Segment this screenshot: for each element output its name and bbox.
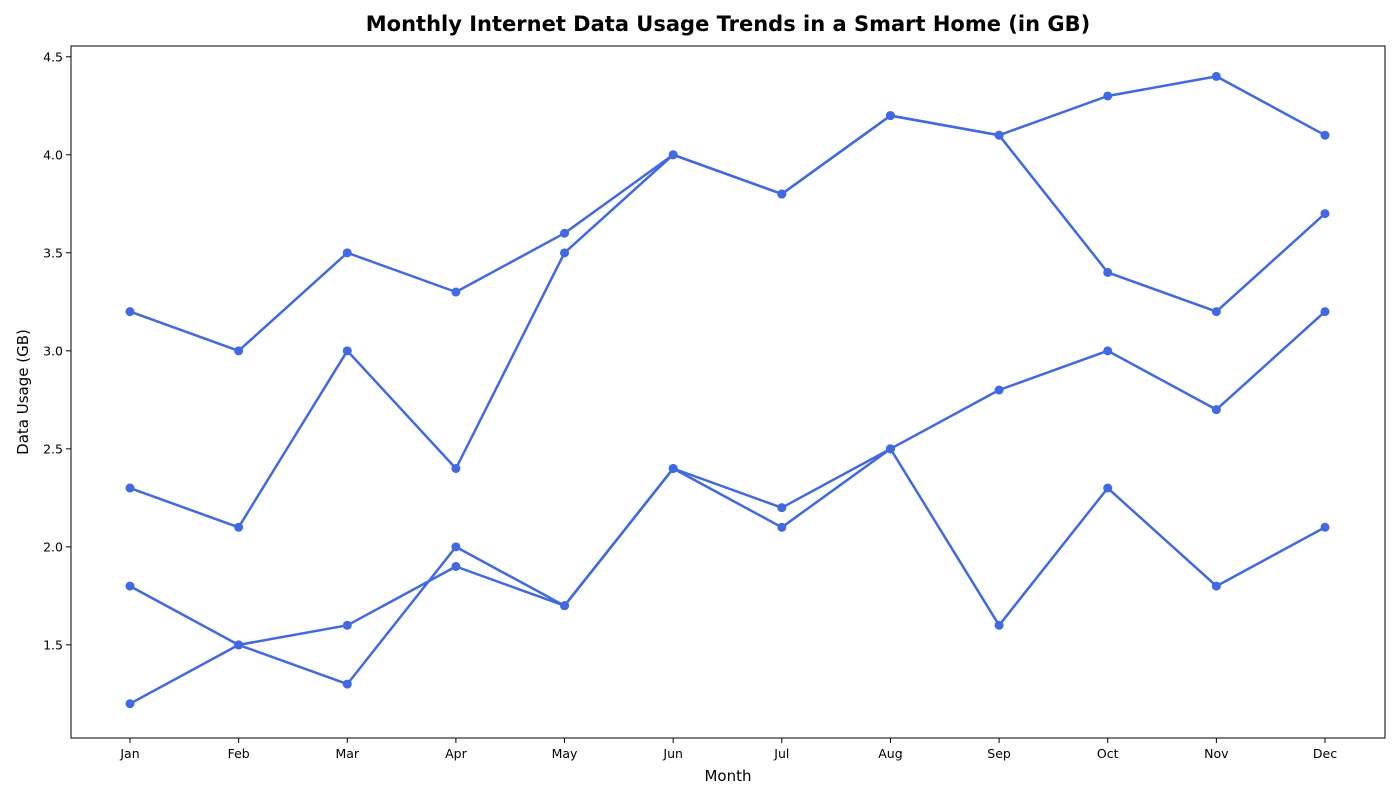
y-tick-label: 4.5 [43, 49, 63, 64]
data-point [885, 444, 895, 454]
series-line [128, 114, 1327, 529]
data-point [125, 483, 135, 493]
data-point [451, 561, 461, 571]
y-axis-label: Data Usage (GB) [14, 329, 32, 455]
data-point [1211, 405, 1221, 415]
data-point [777, 522, 787, 532]
x-tick-label: Jan [119, 746, 139, 761]
data-point [1320, 209, 1330, 219]
data-point [994, 385, 1004, 395]
data-point [451, 542, 461, 552]
y-tick-label: 2.0 [43, 539, 63, 554]
x-tick-label: Sep [987, 746, 1011, 761]
data-point [885, 111, 895, 121]
y-tick-label: 4.0 [43, 147, 63, 162]
data-point [1103, 267, 1113, 277]
data-point [1320, 307, 1330, 317]
data-point [1211, 307, 1221, 317]
x-tick-label: Dec [1313, 746, 1337, 761]
x-tick-label: Jul [773, 746, 789, 761]
data-point [451, 463, 461, 473]
y-tick-label: 1.5 [43, 637, 63, 652]
series-group [125, 71, 1330, 709]
x-tick-label: Feb [228, 746, 250, 761]
x-axis-label: Month [704, 767, 751, 785]
data-point [342, 346, 352, 356]
data-point [125, 699, 135, 709]
data-point [125, 307, 135, 317]
data-point [560, 601, 570, 611]
x-tick-label: Nov [1204, 746, 1229, 761]
data-point [777, 503, 787, 513]
data-point [560, 228, 570, 238]
plot-frame [70, 45, 1386, 739]
x-tick-label: Apr [445, 746, 467, 761]
plot-area: Jan Feb Mar Apr May Jun Jul Aug Sep Oct Nov Dec 1.5… [43, 45, 1386, 761]
x-tick-label: Jun [662, 746, 683, 761]
data-point [234, 346, 244, 356]
data-point [1211, 71, 1221, 81]
x-tick-label: May [552, 746, 578, 761]
data-point [668, 150, 678, 160]
data-point [560, 248, 570, 258]
data-point [994, 620, 1004, 630]
data-point [1320, 130, 1330, 140]
data-point [1103, 483, 1113, 493]
data-point [234, 522, 244, 532]
data-point [234, 640, 244, 650]
data-point [342, 679, 352, 689]
x-tick-label: Mar [335, 746, 359, 761]
data-point [1320, 522, 1330, 532]
data-point [994, 130, 1004, 140]
x-tick-label: Oct [1097, 746, 1119, 761]
y-tick-label: 3.5 [43, 245, 63, 260]
series-2 [125, 111, 1330, 532]
series-4 [125, 444, 1330, 709]
y-tick-label: 2.5 [43, 441, 63, 456]
data-point [1211, 581, 1221, 591]
data-point [777, 189, 787, 199]
series-line [128, 310, 1327, 686]
data-point [668, 463, 678, 473]
data-point [451, 287, 461, 297]
y-tick-label: 3.0 [43, 343, 63, 358]
x-tick-label: Aug [878, 746, 902, 761]
data-point [342, 620, 352, 630]
chart-title: Monthly Internet Data Usage Trends in a … [366, 12, 1090, 36]
data-point [1103, 91, 1113, 101]
data-point [125, 581, 135, 591]
x-axis: Jan Feb Mar Apr May Jun Jul Aug Sep Oct Nov Dec [119, 738, 1337, 761]
series-line [128, 447, 1327, 705]
y-axis: 1.5 2.0 2.5 3.0 3.5 4.0 4.5 [43, 49, 71, 652]
data-point [342, 248, 352, 258]
data-point [1103, 346, 1113, 356]
